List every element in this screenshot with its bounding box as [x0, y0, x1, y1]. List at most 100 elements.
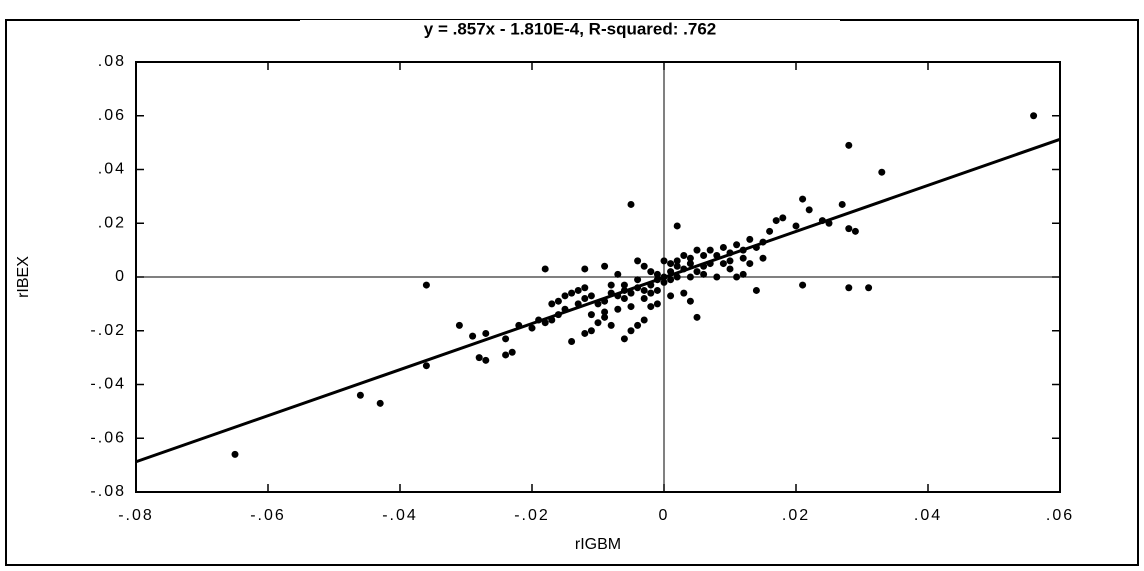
- point: [680, 289, 688, 297]
- point: [376, 399, 384, 407]
- point: [528, 324, 536, 332]
- y-tick-label: 0: [115, 268, 126, 285]
- point: [587, 327, 595, 335]
- point: [455, 321, 463, 329]
- x-axis-label: rIGBM: [575, 536, 621, 553]
- point: [607, 281, 615, 289]
- point: [686, 254, 694, 262]
- point: [713, 273, 721, 281]
- point: [482, 356, 490, 364]
- point: [614, 305, 622, 313]
- point: [581, 295, 589, 302]
- point: [845, 141, 853, 149]
- point: [673, 273, 681, 281]
- y-tick-label: -.04: [90, 376, 126, 393]
- point: [627, 303, 635, 311]
- point: [759, 254, 767, 262]
- x-tick-label: -.08: [118, 507, 154, 524]
- x-tick-label: -.04: [382, 507, 418, 524]
- point: [845, 284, 853, 292]
- point: [627, 200, 635, 208]
- point: [1030, 112, 1038, 120]
- point: [865, 284, 873, 292]
- point: [766, 227, 774, 235]
- point: [647, 303, 655, 311]
- point: [554, 297, 562, 305]
- y-tick-label: .08: [98, 53, 126, 70]
- point: [653, 286, 661, 294]
- point: [700, 252, 708, 259]
- point: [561, 292, 569, 300]
- x-tick-label: .04: [914, 507, 942, 524]
- point: [660, 278, 668, 286]
- point: [587, 311, 595, 319]
- point: [805, 206, 813, 214]
- y-tick-label: .04: [98, 161, 126, 178]
- y-tick-label: -.06: [90, 429, 126, 446]
- point: [733, 273, 741, 281]
- point: [719, 243, 727, 251]
- point: [482, 329, 490, 337]
- point: [601, 308, 609, 316]
- x-tick-label: -.02: [514, 507, 550, 524]
- point: [614, 270, 622, 278]
- point: [673, 257, 681, 265]
- point: [634, 257, 642, 265]
- point: [686, 260, 694, 268]
- point: [640, 262, 648, 270]
- point: [502, 335, 510, 343]
- point: [568, 289, 576, 297]
- point: [739, 254, 747, 262]
- point: [693, 313, 701, 321]
- point: [706, 246, 714, 254]
- point: [851, 227, 859, 235]
- point: [673, 262, 681, 270]
- point: [594, 319, 602, 327]
- point: [673, 222, 681, 230]
- point: [620, 281, 628, 289]
- point: [502, 351, 510, 359]
- point: [581, 265, 589, 273]
- point: [838, 200, 846, 208]
- point: [469, 332, 477, 340]
- point: [634, 276, 642, 284]
- point: [772, 217, 780, 225]
- point: [726, 257, 734, 265]
- point: [779, 214, 787, 222]
- point: [680, 252, 688, 259]
- title-backdrop: [300, 20, 840, 24]
- point: [587, 292, 595, 300]
- point: [647, 289, 655, 297]
- y-tick-label: .06: [98, 107, 126, 124]
- y-tick-label: .02: [98, 214, 126, 231]
- y-tick-label: -.08: [90, 483, 126, 500]
- point: [422, 281, 430, 289]
- point: [634, 321, 642, 329]
- point: [475, 354, 483, 362]
- point: [574, 286, 582, 294]
- point: [647, 268, 655, 276]
- point: [726, 265, 734, 273]
- point: [739, 270, 747, 278]
- point: [693, 268, 701, 276]
- point: [231, 450, 239, 458]
- point: [746, 235, 754, 243]
- x-tick-label: .06: [1046, 507, 1074, 524]
- point: [581, 284, 589, 292]
- point: [601, 313, 609, 321]
- point: [653, 270, 661, 278]
- x-tick-label: -.06: [250, 507, 286, 524]
- point: [620, 335, 628, 343]
- y-axis-label: rIBEX: [15, 256, 32, 298]
- point: [700, 270, 708, 278]
- point: [640, 316, 648, 324]
- point: [640, 286, 648, 294]
- point: [548, 300, 556, 308]
- point: [660, 257, 668, 265]
- point: [878, 168, 886, 176]
- point: [667, 276, 675, 284]
- point: [792, 222, 800, 230]
- fit-line: [135, 137, 1061, 464]
- point: [640, 295, 648, 302]
